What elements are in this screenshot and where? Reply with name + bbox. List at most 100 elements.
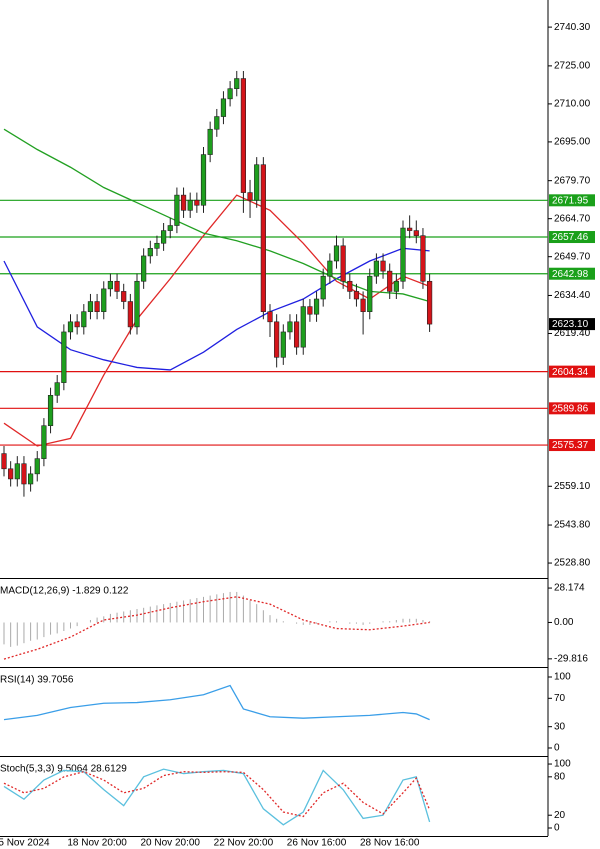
candle-body bbox=[161, 230, 167, 244]
x-tick-label: 20 Nov 20:00 bbox=[141, 838, 201, 849]
candle-body bbox=[220, 98, 227, 117]
candle-body bbox=[207, 128, 213, 155]
level-label: 2642.98 bbox=[552, 269, 589, 280]
candle-body bbox=[320, 275, 326, 300]
candle-body bbox=[400, 227, 406, 282]
candle-body bbox=[187, 199, 193, 211]
candle-body bbox=[194, 199, 200, 206]
level-tag bbox=[549, 365, 595, 378]
level-label: 2589.86 bbox=[552, 403, 589, 414]
candle-body bbox=[393, 280, 399, 292]
indicator-line bbox=[3, 247, 430, 371]
y-tick-label: 2710.00 bbox=[554, 99, 591, 110]
indicator-line bbox=[3, 596, 430, 660]
indicator-line bbox=[3, 128, 430, 303]
candle-body bbox=[387, 270, 393, 292]
y-tick-label: 30 bbox=[554, 721, 566, 732]
level-tag bbox=[549, 231, 595, 244]
y-tick-label: 2664.70 bbox=[554, 213, 591, 224]
y-tick-label: 2619.40 bbox=[554, 328, 591, 339]
y-tick-label: 100 bbox=[554, 759, 571, 770]
candle-body bbox=[200, 154, 207, 206]
candle-body bbox=[267, 311, 273, 323]
candle-body bbox=[367, 275, 373, 312]
last-price-label: 2623.10 bbox=[552, 319, 589, 330]
indicator-line bbox=[3, 768, 431, 826]
candle-body bbox=[260, 164, 266, 312]
candle-body bbox=[240, 78, 247, 193]
candle-body bbox=[21, 463, 27, 485]
candle-body bbox=[101, 288, 107, 312]
x-tick-label: 18 Nov 20:00 bbox=[67, 838, 127, 849]
indicator-line bbox=[3, 771, 431, 818]
candle-body bbox=[8, 468, 14, 480]
y-tick-label: 20 bbox=[554, 810, 566, 821]
indicator-line bbox=[3, 684, 430, 721]
x-tick-label: 26 Nov 16:00 bbox=[287, 838, 347, 849]
x-tick-label: 28 Nov 16:00 bbox=[360, 838, 420, 849]
candle-body bbox=[287, 321, 293, 333]
y-tick-label: 2695.00 bbox=[554, 137, 591, 148]
candle-body bbox=[154, 242, 160, 249]
candle-body bbox=[300, 306, 306, 348]
candle-body bbox=[134, 280, 140, 328]
candle-body bbox=[340, 245, 346, 282]
candle-body bbox=[27, 473, 34, 485]
y-tick-label: 2543.80 bbox=[554, 520, 591, 531]
candle-body bbox=[280, 331, 286, 358]
candle-body bbox=[327, 260, 333, 277]
candle-body bbox=[61, 331, 67, 383]
level-tag bbox=[549, 402, 595, 415]
x-tick-label: 5 Nov 2024 bbox=[0, 838, 50, 849]
panel-title: Stoch(5,3,3) 9.5064 28.6129 bbox=[0, 764, 127, 775]
candle-body bbox=[426, 280, 433, 325]
level-tag bbox=[549, 439, 595, 452]
candle-body bbox=[174, 194, 180, 226]
candle-body bbox=[380, 260, 386, 272]
candle-body bbox=[420, 235, 426, 282]
candle-body bbox=[87, 301, 94, 312]
candle-body bbox=[34, 458, 40, 475]
level-label: 2657.46 bbox=[552, 232, 589, 243]
candle-body bbox=[67, 321, 74, 333]
y-tick-label: 28.174 bbox=[554, 583, 585, 594]
candle-body bbox=[74, 321, 80, 328]
candle-body bbox=[234, 78, 240, 89]
level-label: 2604.34 bbox=[552, 367, 589, 378]
candle-body bbox=[167, 225, 173, 231]
y-tick-label: 2634.40 bbox=[554, 290, 591, 301]
level-tag bbox=[549, 267, 595, 280]
y-tick-label: 80 bbox=[554, 771, 566, 782]
candle-body bbox=[373, 260, 380, 277]
candle-body bbox=[127, 301, 133, 328]
panel-title: RSI(14) 39.7056 bbox=[0, 675, 74, 686]
candle-body bbox=[360, 298, 366, 312]
candle-body bbox=[247, 192, 253, 201]
panel-title: MACD(12,26,9) -1.829 0.122 bbox=[0, 586, 129, 597]
level-label: 2575.37 bbox=[552, 440, 589, 451]
candle-body bbox=[121, 291, 127, 302]
candle-body bbox=[347, 280, 353, 292]
last-price-tag bbox=[549, 318, 595, 331]
y-tick-label: 70 bbox=[554, 693, 566, 704]
x-tick-label: 22 Nov 20:00 bbox=[214, 838, 274, 849]
y-tick-label: 2740.30 bbox=[554, 22, 591, 33]
y-tick-label: 2679.70 bbox=[554, 175, 591, 186]
y-tick-label: 2649.70 bbox=[554, 251, 591, 262]
candle-body bbox=[114, 280, 120, 292]
candle-body bbox=[333, 245, 340, 262]
level-label: 2671.95 bbox=[552, 195, 589, 206]
candle-body bbox=[407, 227, 413, 231]
indicator-line bbox=[3, 194, 430, 447]
candle-body bbox=[14, 463, 20, 480]
y-tick-label: 2559.10 bbox=[554, 481, 591, 492]
y-tick-label: 2725.00 bbox=[554, 61, 591, 72]
y-tick-label: 0 bbox=[554, 743, 560, 754]
y-tick-label: 0.00 bbox=[554, 617, 574, 628]
candle-body bbox=[41, 425, 47, 459]
level-tag bbox=[549, 194, 595, 207]
candle-body bbox=[107, 280, 113, 290]
candle-body bbox=[141, 255, 147, 282]
